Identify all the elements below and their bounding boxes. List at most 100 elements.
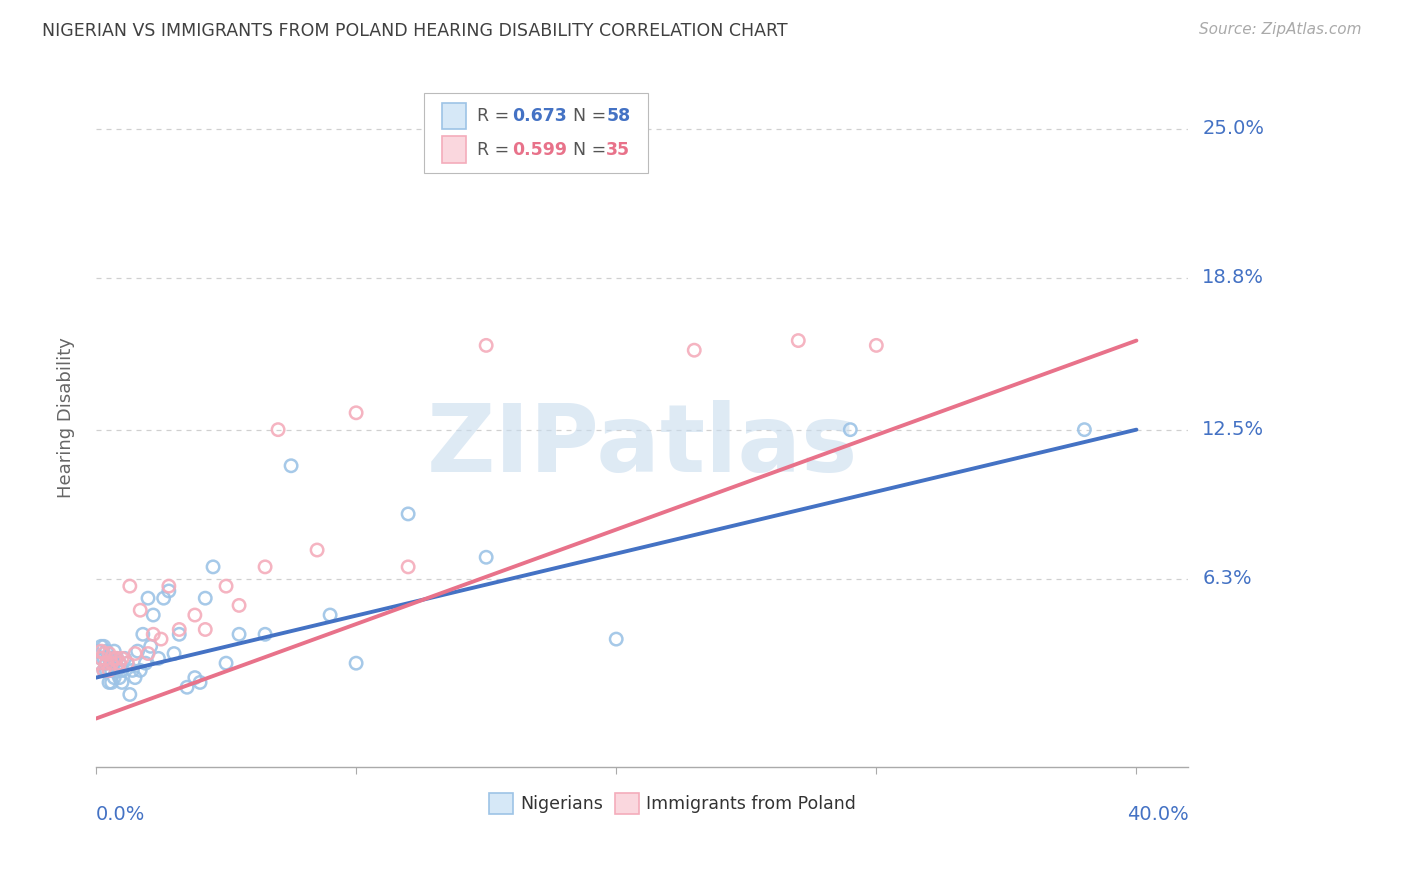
- Point: [98, 675, 121, 690]
- Point: [90, 640, 112, 654]
- Point: [115, 656, 138, 670]
- Text: R =: R =: [477, 107, 515, 125]
- Point: [319, 607, 342, 622]
- Point: [111, 651, 134, 665]
- Point: [307, 543, 329, 558]
- Point: [228, 627, 250, 641]
- Point: [93, 664, 115, 678]
- Point: [396, 560, 419, 574]
- Point: [194, 623, 217, 637]
- FancyBboxPatch shape: [443, 136, 467, 162]
- Text: Nigerians: Nigerians: [520, 795, 603, 813]
- Y-axis label: Hearing Disability: Hearing Disability: [58, 337, 75, 498]
- Text: 0.673: 0.673: [512, 107, 567, 125]
- Point: [157, 579, 180, 593]
- Point: [98, 664, 121, 678]
- Text: Source: ZipAtlas.com: Source: ZipAtlas.com: [1198, 22, 1361, 37]
- Point: [93, 640, 115, 654]
- Point: [103, 656, 125, 670]
- Point: [142, 627, 165, 641]
- Point: [215, 656, 238, 670]
- Point: [194, 591, 217, 606]
- Point: [105, 651, 128, 665]
- Point: [87, 644, 110, 658]
- Point: [267, 423, 290, 437]
- Point: [100, 651, 122, 665]
- Text: 18.8%: 18.8%: [1202, 268, 1264, 287]
- Point: [163, 647, 186, 661]
- Point: [605, 632, 627, 646]
- Point: [152, 591, 174, 606]
- Point: [475, 550, 498, 565]
- Point: [105, 651, 128, 665]
- Point: [90, 651, 112, 665]
- Point: [176, 680, 198, 694]
- Point: [184, 607, 207, 622]
- Point: [142, 607, 165, 622]
- Point: [111, 664, 134, 678]
- Point: [228, 599, 250, 613]
- Point: [787, 334, 810, 348]
- Point: [124, 671, 146, 685]
- Point: [188, 675, 211, 690]
- Point: [132, 627, 155, 641]
- Point: [280, 458, 302, 473]
- Point: [683, 343, 706, 358]
- Point: [105, 664, 128, 678]
- Text: 0.0%: 0.0%: [96, 805, 145, 824]
- Point: [1073, 423, 1095, 437]
- Point: [134, 656, 156, 670]
- Point: [98, 664, 121, 678]
- Point: [839, 423, 862, 437]
- FancyBboxPatch shape: [614, 793, 638, 814]
- Text: 6.3%: 6.3%: [1202, 569, 1251, 589]
- FancyBboxPatch shape: [489, 793, 513, 814]
- Point: [475, 338, 498, 352]
- Point: [184, 671, 207, 685]
- Text: 58: 58: [606, 107, 630, 125]
- Point: [90, 651, 112, 665]
- Point: [254, 627, 277, 641]
- Point: [111, 675, 134, 690]
- Point: [215, 579, 238, 593]
- Point: [139, 640, 162, 654]
- Point: [114, 651, 136, 665]
- Text: 25.0%: 25.0%: [1202, 120, 1264, 138]
- Text: 35: 35: [606, 141, 630, 159]
- Point: [87, 656, 110, 670]
- Point: [96, 664, 118, 678]
- Point: [127, 644, 149, 658]
- Point: [96, 656, 118, 670]
- Point: [108, 671, 131, 685]
- Point: [118, 579, 141, 593]
- Text: 0.599: 0.599: [512, 141, 567, 159]
- Point: [96, 644, 118, 658]
- Text: 12.5%: 12.5%: [1202, 420, 1264, 439]
- Point: [129, 664, 152, 678]
- Point: [93, 664, 115, 678]
- Point: [865, 338, 887, 352]
- Point: [103, 671, 125, 685]
- Point: [157, 584, 180, 599]
- Point: [167, 623, 190, 637]
- Point: [100, 675, 122, 690]
- Text: ZIPatlas: ZIPatlas: [426, 400, 858, 491]
- Point: [93, 647, 115, 661]
- Point: [167, 627, 190, 641]
- Point: [90, 644, 112, 658]
- Point: [202, 560, 225, 574]
- Text: 40.0%: 40.0%: [1126, 805, 1188, 824]
- Point: [344, 406, 367, 420]
- Text: NIGERIAN VS IMMIGRANTS FROM POLAND HEARING DISABILITY CORRELATION CHART: NIGERIAN VS IMMIGRANTS FROM POLAND HEARI…: [42, 22, 787, 40]
- Point: [129, 603, 152, 617]
- Point: [118, 688, 141, 702]
- Point: [98, 651, 121, 665]
- Point: [108, 656, 131, 670]
- Point: [396, 507, 419, 521]
- Point: [136, 647, 159, 661]
- Point: [87, 656, 110, 670]
- Point: [100, 664, 122, 678]
- Text: R =: R =: [477, 141, 515, 159]
- Point: [103, 644, 125, 658]
- Text: N =: N =: [562, 107, 612, 125]
